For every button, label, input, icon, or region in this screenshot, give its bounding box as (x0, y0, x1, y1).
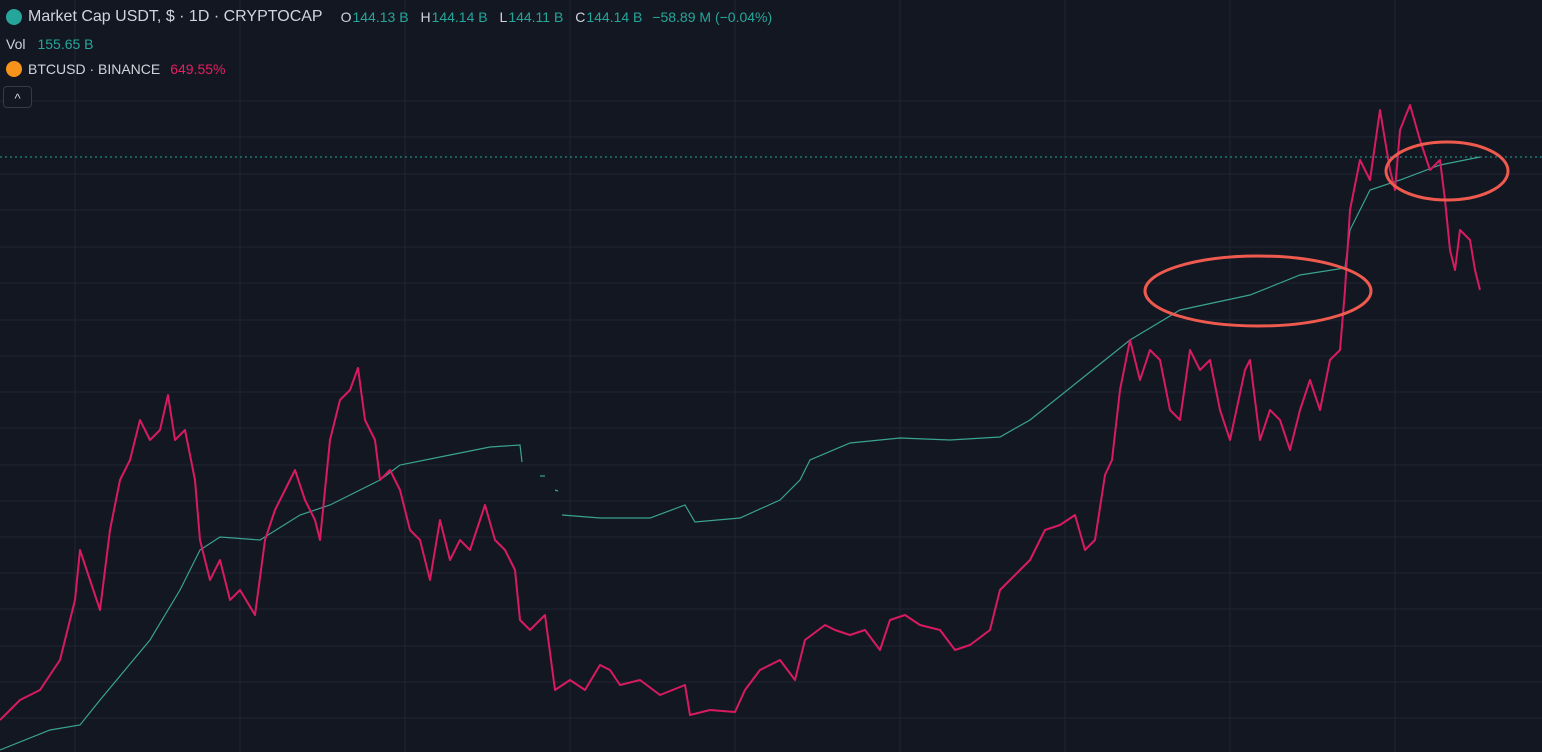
ohlc-value: 144.14 B (586, 9, 643, 25)
highlight-circle (1143, 254, 1373, 328)
ohlc-value: 144.11 B (508, 9, 564, 25)
volume-legend: Vol 155.65 B (6, 36, 94, 52)
ohlc-key: L (499, 9, 508, 25)
compare-symbol: BTCUSD · BINANCE (28, 61, 161, 77)
btc-line (0, 104, 1481, 721)
ohlc: O144.13 B H144.14 B L144.11 B C144.14 B … (333, 9, 773, 25)
volume-value: 155.65 B (37, 36, 94, 52)
main-legend: Market Cap USDT, $ · 1D · CRYPTOCAP O144… (6, 8, 772, 26)
ohlc-key: C (575, 9, 586, 25)
ohlc-value: 144.13 B (352, 9, 409, 25)
ohlc-value: 144.14 B (431, 9, 488, 25)
change: −58.89 M (−0.04%) (652, 9, 773, 25)
volume-key: Vol (6, 36, 26, 52)
ohlc-key: H (420, 9, 431, 25)
collapse-button[interactable]: ^ (3, 86, 32, 108)
compare-change: 649.55% (170, 61, 226, 77)
market-cap-line (0, 444, 523, 751)
highlight-circle (1384, 140, 1510, 202)
symbol-icon (6, 9, 22, 25)
ohlc-key: O (340, 9, 352, 25)
market-cap-line (561, 156, 1481, 523)
market-cap-line (554, 489, 559, 492)
compare-legend: BTCUSD · BINANCE 649.55% (6, 61, 226, 77)
symbol-title: Market Cap USDT, $ · 1D · CRYPTOCAP (28, 8, 323, 25)
btc-icon (6, 61, 22, 77)
